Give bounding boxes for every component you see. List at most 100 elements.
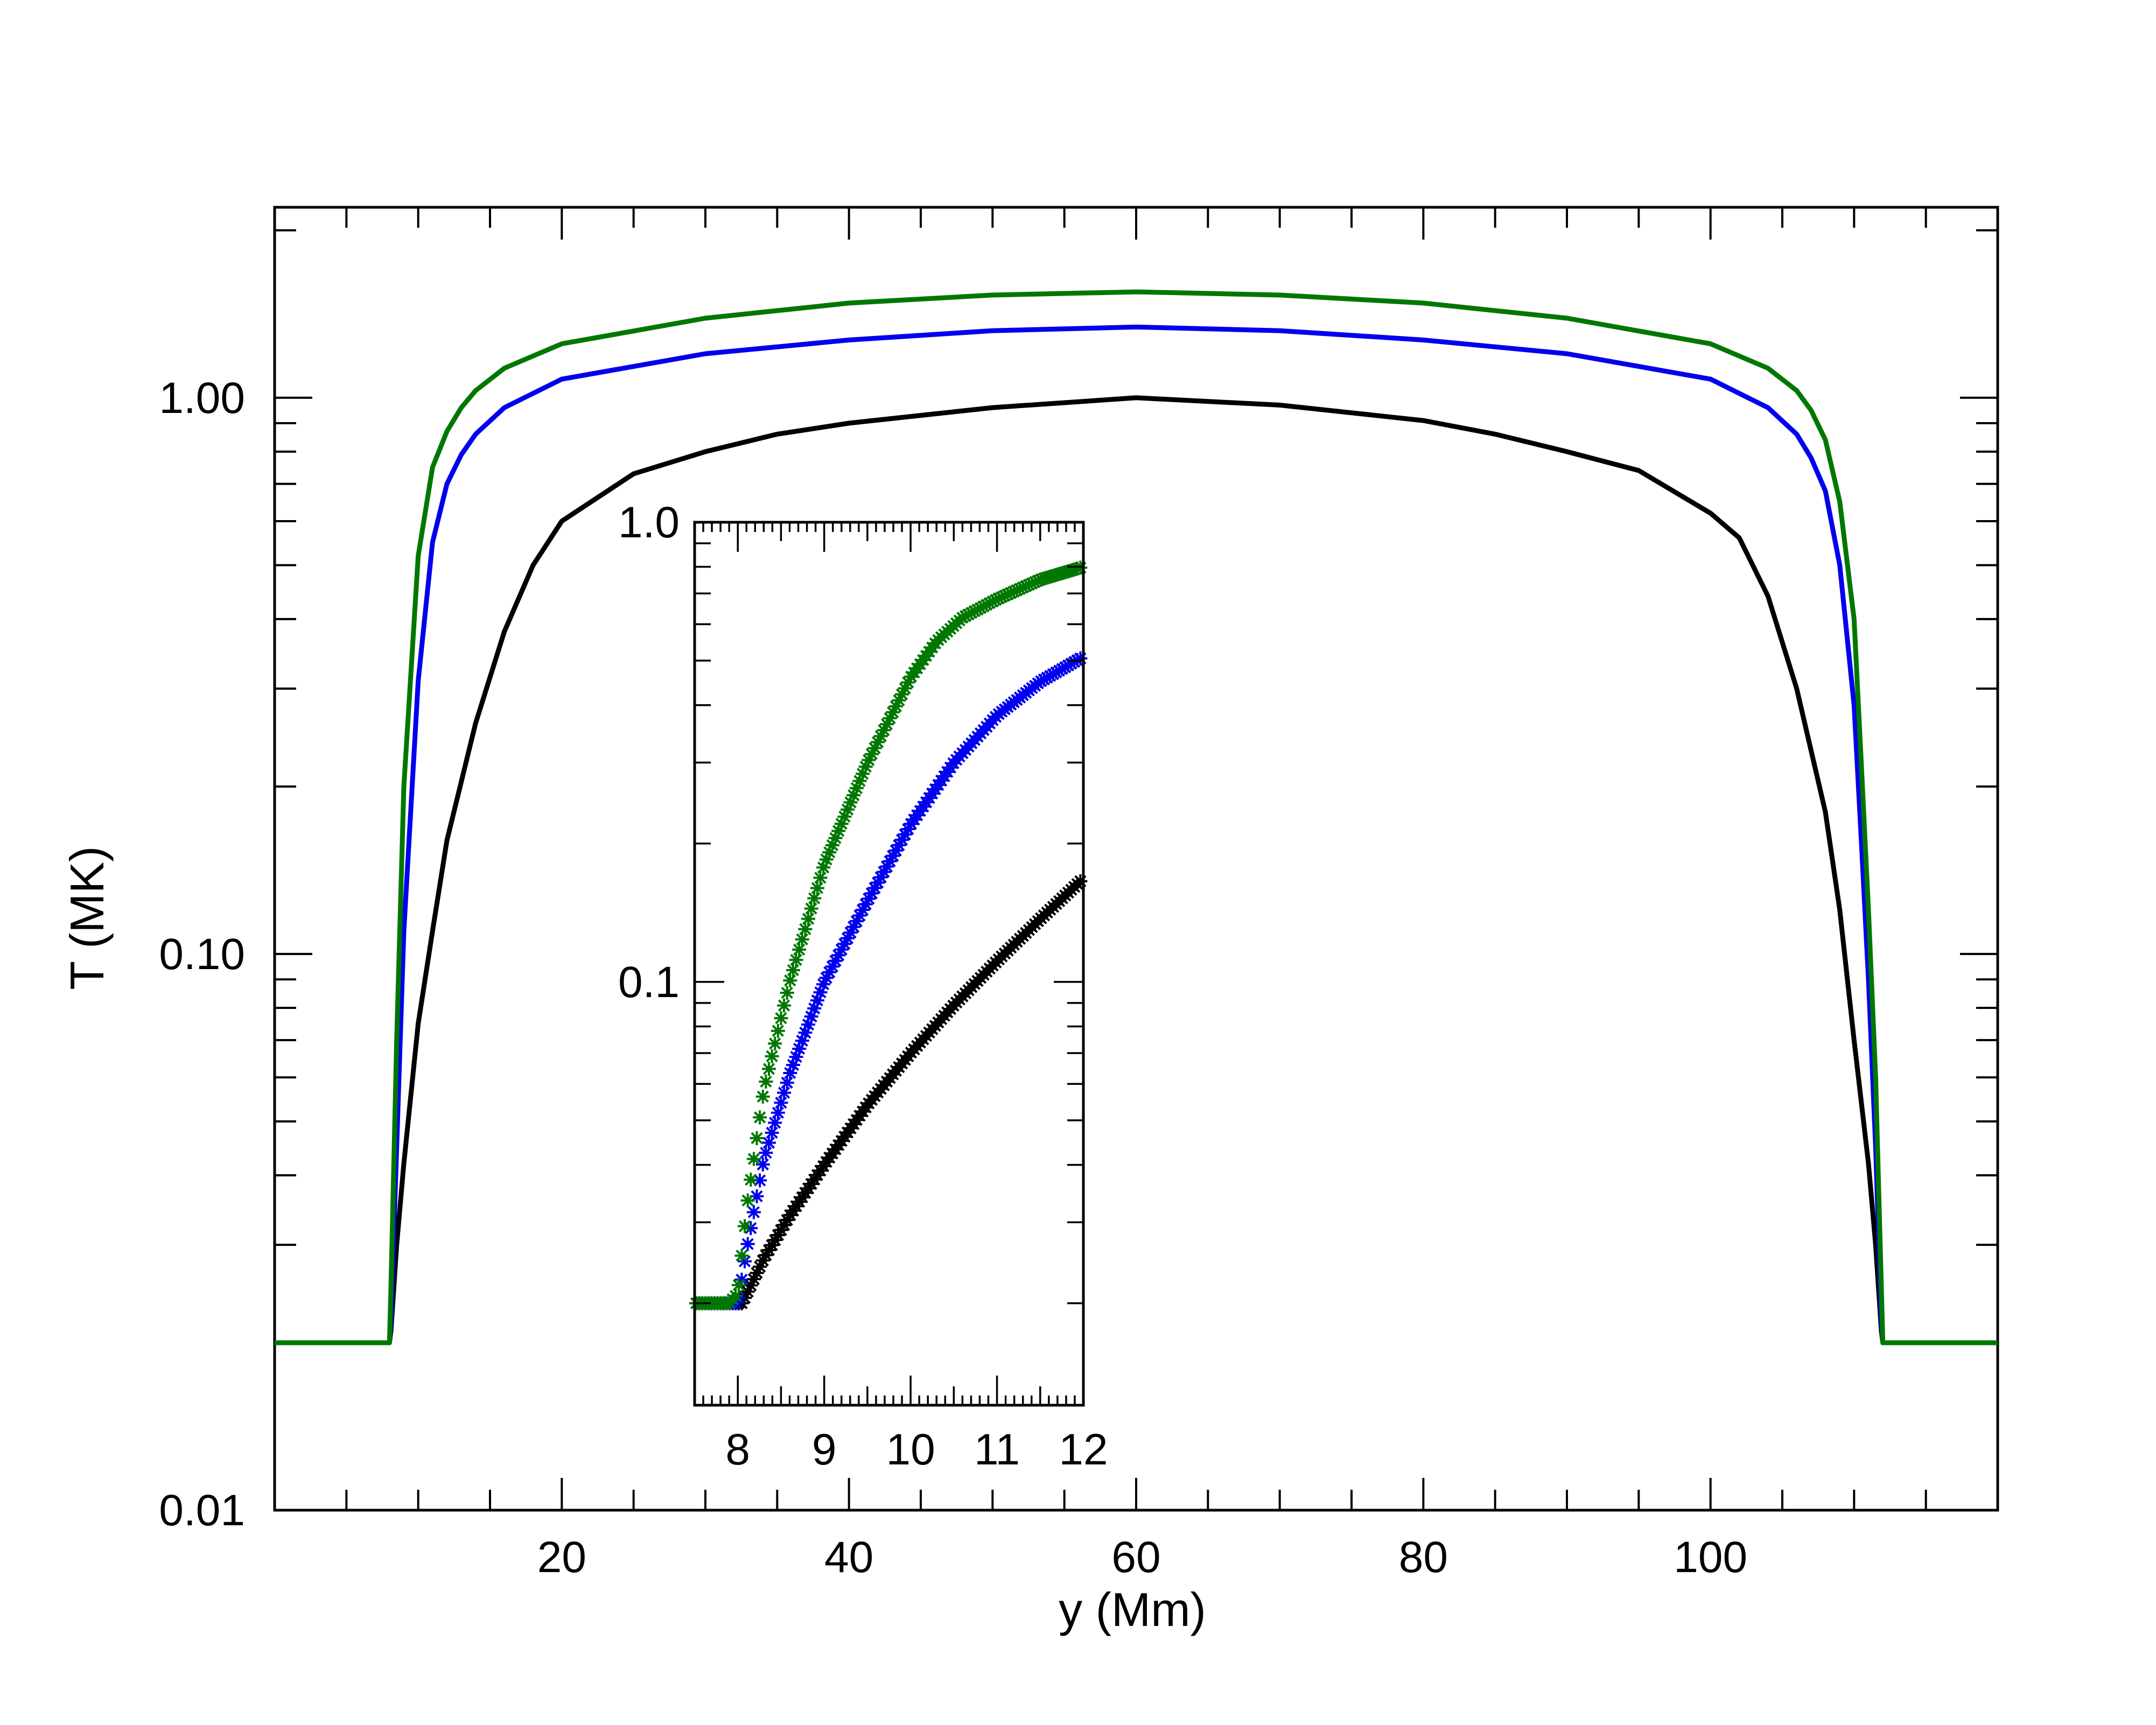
inset-marker — [746, 1205, 761, 1219]
y-tick-label: 1.00 — [159, 374, 245, 423]
inset-marker — [858, 760, 873, 774]
inset-marker — [798, 922, 813, 936]
inset-marker — [846, 788, 861, 803]
inset-marker — [768, 1233, 782, 1247]
inset-marker — [879, 717, 894, 732]
inset-marker — [825, 959, 839, 974]
inset-marker — [744, 1221, 758, 1236]
inset-marker — [771, 1228, 785, 1242]
inset-marker — [777, 1218, 792, 1232]
inset-marker — [753, 1110, 767, 1125]
inset-marker — [795, 1034, 809, 1048]
inset-marker — [864, 747, 879, 761]
inset-marker — [888, 699, 903, 713]
inset-marker — [783, 1065, 797, 1080]
inset-marker — [761, 1243, 776, 1257]
inset-x-tick-label: 10 — [886, 1425, 935, 1474]
inset-marker — [1019, 579, 1033, 593]
inset-marker — [867, 741, 882, 755]
inset-marker — [822, 965, 837, 979]
inset-marker — [995, 590, 1009, 605]
inset-marker — [780, 986, 794, 1000]
inset-marker — [843, 925, 858, 940]
inset-marker — [777, 998, 792, 1013]
inset-marker — [837, 937, 852, 951]
inset-marker — [1025, 576, 1039, 591]
inset-marker — [740, 1193, 755, 1208]
main-plot: 20 40 60 80 100 0.01 0.10 1.00 — [159, 206, 1999, 1582]
inset-marker — [852, 908, 867, 923]
inset-marker — [783, 973, 797, 988]
inset-marker — [1004, 586, 1018, 600]
inset-marker — [819, 852, 834, 867]
inset-marker — [774, 1223, 788, 1237]
inset-marker — [1010, 583, 1024, 598]
inset-marker — [825, 838, 839, 852]
inset-marker — [798, 1026, 813, 1040]
inset-x-tick-label: 12 — [1059, 1425, 1108, 1474]
inset-y-tick-label: 1.0 — [618, 498, 680, 547]
inset-marker — [888, 843, 903, 858]
inset-marker — [901, 675, 915, 690]
inset-marker — [991, 591, 1006, 606]
inset-marker — [761, 1062, 776, 1076]
inset-marker — [879, 859, 894, 874]
inset-marker — [892, 838, 906, 852]
inset-marker — [877, 723, 891, 738]
inset-marker — [873, 870, 888, 885]
inset-marker — [780, 1213, 794, 1228]
inset-marker — [765, 1238, 779, 1252]
x-tick-label: 100 — [1674, 1533, 1747, 1582]
inset-marker — [837, 809, 852, 824]
inset-marker — [862, 892, 876, 906]
inset-marker — [886, 849, 900, 863]
inset-y-tick-label: 0.1 — [618, 958, 680, 1007]
series-line-blue — [275, 324, 1998, 1345]
inset-marker — [989, 593, 1003, 607]
inset-marker — [1000, 587, 1015, 601]
inset-marker — [777, 1085, 792, 1100]
inset-marker — [759, 1074, 773, 1089]
inset-marker — [840, 931, 855, 945]
inset-marker — [828, 953, 843, 968]
inset-marker — [828, 831, 843, 845]
inset-marker — [729, 1289, 743, 1303]
inset-marker — [744, 1173, 758, 1187]
inset-marker — [734, 1249, 749, 1263]
inset-marker — [792, 1042, 807, 1056]
inset-marker — [774, 1011, 788, 1026]
inset-marker — [898, 681, 912, 696]
inset-marker — [856, 767, 870, 781]
inset-marker — [895, 687, 909, 702]
inset-marker — [744, 1278, 758, 1293]
inset-marker — [901, 822, 915, 836]
inset-marker — [883, 711, 897, 726]
x-tick-label: 80 — [1399, 1533, 1448, 1582]
inset-marker — [1013, 581, 1027, 596]
inset-marker — [883, 854, 897, 868]
inset-marker — [804, 1009, 818, 1024]
inset-marker — [755, 1157, 770, 1172]
inset-marker — [738, 1219, 752, 1233]
inset-x-tick-label: 9 — [812, 1425, 837, 1474]
inset-marker — [731, 1278, 746, 1292]
inset-x-tick-label: 8 — [725, 1425, 750, 1474]
inset-marker — [858, 897, 873, 911]
inset-marker — [740, 1237, 755, 1251]
inset-marker — [886, 705, 900, 719]
inset-marker — [786, 1057, 800, 1072]
inset-marker — [792, 942, 807, 957]
inset-marker — [746, 1152, 761, 1166]
inset-marker — [780, 1076, 794, 1090]
inset-marker — [740, 1285, 755, 1299]
x-tick-label: 60 — [1111, 1533, 1160, 1582]
inset-marker — [895, 832, 909, 847]
inset-marker — [849, 781, 864, 795]
inset-marker — [813, 985, 828, 1000]
inset-marker — [813, 871, 828, 885]
inset-marker — [801, 1018, 815, 1032]
x-tick-label: 40 — [824, 1533, 873, 1582]
inset-marker — [746, 1272, 761, 1286]
inset-marker — [807, 1001, 822, 1016]
